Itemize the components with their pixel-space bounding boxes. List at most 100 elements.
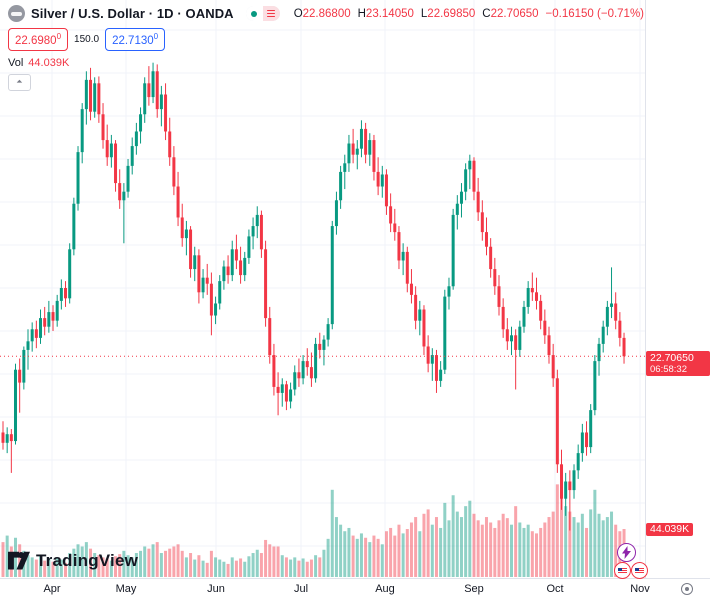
volume-bar — [526, 524, 530, 577]
volume-bar — [305, 561, 309, 577]
candle-body — [318, 343, 322, 350]
candle-body — [176, 186, 180, 218]
volume-bar — [114, 556, 118, 577]
candle-body — [368, 140, 372, 155]
volume-bar — [134, 553, 138, 577]
candle-body — [64, 288, 68, 299]
volume-bar — [155, 542, 159, 577]
volume-bar — [497, 520, 501, 577]
candle-body — [164, 94, 168, 132]
volume-bar — [251, 553, 255, 577]
candle-body — [239, 260, 243, 276]
close-label: C — [482, 7, 491, 20]
volume-bar — [272, 546, 276, 577]
volume-bar — [139, 550, 143, 577]
volume-bar — [239, 558, 243, 577]
candle-body — [280, 384, 284, 393]
open-label: O — [293, 7, 303, 20]
candle-body — [201, 277, 205, 293]
volume-bar — [259, 553, 263, 577]
candle-body — [505, 329, 509, 342]
volume-bar — [1, 542, 5, 577]
candle-body — [264, 249, 268, 319]
candle-body — [564, 481, 568, 499]
time-axis[interactable]: Apr May Jun Jul Aug Sep Oct Nov — [0, 578, 710, 600]
buy-button[interactable]: 22.71300 — [105, 28, 166, 51]
volume-bar — [589, 509, 593, 577]
oanda-logo-icon — [8, 5, 25, 22]
volume-bar — [47, 558, 51, 577]
candle-body — [297, 372, 301, 379]
volume-bar — [610, 511, 614, 577]
candle-body — [551, 355, 555, 379]
volume-bar — [447, 520, 451, 577]
time-axis-settings-gear-icon[interactable] — [681, 583, 693, 595]
volume-bar — [476, 520, 480, 577]
tradingview-watermark[interactable]: TradingView — [8, 551, 138, 571]
candle-body — [55, 300, 59, 321]
volume-bar — [593, 489, 597, 577]
high-label: H — [357, 7, 366, 20]
volume-bar — [76, 544, 80, 577]
volume-bar — [426, 509, 430, 577]
volume-bar — [551, 511, 555, 577]
time-axis-label: Jun — [207, 583, 225, 595]
candle-body — [314, 343, 318, 379]
volume-bar — [605, 517, 609, 577]
candle-body — [22, 349, 26, 383]
volume-bar — [130, 557, 134, 577]
candle-body — [468, 160, 472, 170]
lightning-event-marker[interactable] — [617, 543, 636, 562]
volume-bar — [439, 527, 443, 577]
collapse-legend-button[interactable]: ⏶ — [8, 73, 31, 91]
candle-body — [459, 191, 463, 204]
volume-bar — [376, 538, 380, 577]
volume-bar — [189, 553, 193, 577]
candle-body — [597, 343, 601, 362]
candle-body — [9, 434, 13, 442]
time-axis-label: May — [115, 583, 137, 595]
volume-bar — [339, 524, 343, 577]
volume-bar — [101, 557, 105, 577]
volume-bar — [464, 506, 468, 577]
candle-body — [276, 386, 280, 393]
volume-bar — [505, 518, 509, 577]
candle-body — [159, 94, 163, 110]
volume-bar — [343, 531, 347, 577]
volume-bar — [214, 557, 218, 577]
sell-button[interactable]: 22.69800 — [8, 28, 69, 51]
price-axis[interactable]: 26.5000026.0000025.5000025.0000024.50000… — [645, 0, 710, 578]
us-flag-event-marker[interactable] — [631, 562, 648, 579]
candle-body — [234, 249, 238, 261]
candle-body — [114, 143, 118, 184]
news-menu-icon[interactable] — [262, 6, 280, 21]
symbol-title[interactable]: Silver / U.S. Dollar · 1D · OANDA — [31, 6, 234, 21]
volume-bar — [143, 546, 147, 577]
candle-body — [184, 229, 188, 239]
candle-body — [585, 432, 589, 448]
volume-bar — [276, 546, 280, 577]
candle-body — [218, 281, 222, 304]
us-flag-event-marker[interactable] — [614, 562, 631, 579]
volume-bar — [64, 562, 68, 577]
candle-body — [18, 369, 22, 383]
candle-body — [230, 249, 234, 276]
market-open-dot-icon[interactable] — [245, 6, 263, 21]
volume-bar — [159, 553, 163, 577]
candle-body — [372, 140, 376, 172]
spread-value: 150.0 — [74, 33, 100, 45]
volume-bar — [334, 517, 338, 577]
candle-body — [84, 79, 88, 110]
volume-bar — [547, 517, 551, 577]
volume-bar — [501, 513, 505, 577]
volume-bar — [434, 517, 438, 577]
candle-body — [101, 114, 105, 141]
volume-bar — [509, 524, 513, 577]
volume-bar — [147, 548, 151, 577]
price-axis-border — [645, 0, 646, 578]
candle-body — [430, 355, 434, 364]
volume-bar — [226, 563, 230, 577]
chart-legend: Silver / U.S. Dollar · 1D · OANDA O22.86… — [8, 5, 644, 91]
candle-body — [493, 269, 497, 287]
candle-body — [97, 83, 101, 115]
